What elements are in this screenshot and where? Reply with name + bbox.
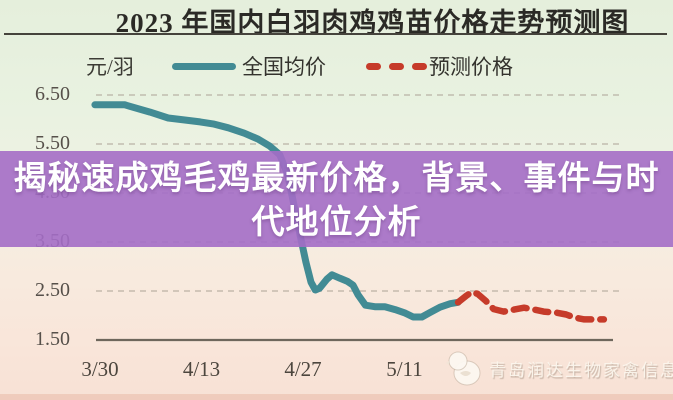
bottom-edge-strip (0, 394, 673, 400)
watermark: 青岛润达生物家禽信息 (446, 349, 673, 387)
dash-segment (412, 63, 427, 70)
legend-actual-line-swatch (172, 63, 236, 70)
y-tick-label: 1.50 (35, 328, 70, 350)
legend-actual-label: 全国均价 (242, 55, 326, 79)
x-tick-label: 4/27 (284, 357, 322, 381)
headline-overlay-banner: 揭秘速成鸡毛鸡最新价格，背景、事件与时 代地位分析 (0, 151, 673, 247)
legend-forecast-label: 预测价格 (429, 55, 513, 79)
dash-segment (389, 63, 404, 70)
x-tick-label: 4/13 (182, 357, 221, 381)
forecast-price-line (454, 288, 608, 323)
y-tick-label: 2.50 (35, 279, 70, 301)
y-tick-label: 5.50 (35, 132, 70, 154)
chick-logo-icon (446, 351, 481, 386)
headline-line-2: 代地位分析 (251, 202, 422, 241)
watermark-text: 青岛润达生物家禽信息 (489, 360, 673, 380)
headline-line-1: 揭秘速成鸡毛鸡最新价格，背景、事件与时 (13, 158, 660, 197)
x-tick-label: 5/11 (386, 357, 423, 381)
x-tick-label: 3/30 (81, 357, 119, 381)
actual-price-line (91, 101, 462, 321)
y-axis-unit-label: 元/羽 (86, 55, 134, 79)
dash-segment (366, 63, 381, 70)
title-underline-rule (4, 33, 667, 35)
legend-forecast-dash-swatch (366, 63, 427, 70)
y-tick-label: 6.50 (35, 83, 70, 105)
